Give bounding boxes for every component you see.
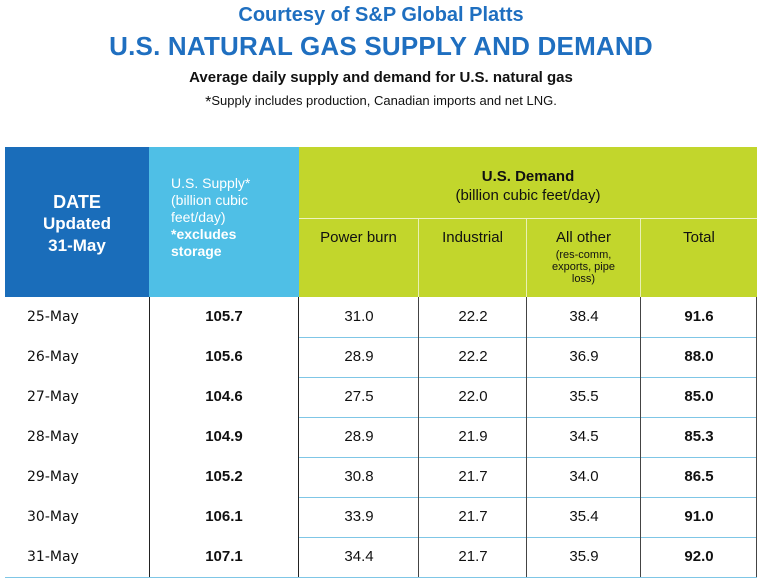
date-cell: 31-May (5, 537, 149, 577)
date-cell: 27-May (5, 377, 149, 417)
note-asterisk: * (205, 94, 212, 111)
all-other-cell: 35.5 (569, 388, 599, 405)
table-row: 30-May 106.1 33.9 21.7 35.4 91.0 (5, 497, 757, 537)
table-row: 27-May 104.6 27.5 22.0 35.5 85.0 (5, 377, 757, 417)
note-text: Supply includes production, Canadian imp… (211, 93, 557, 108)
demand-header-line2: (billion cubic feet/day) (455, 187, 601, 204)
row-divider (5, 537, 757, 538)
column-divider (756, 297, 757, 577)
industrial-cell: 22.2 (458, 348, 488, 365)
total-header: Total (641, 219, 757, 297)
power-burn-cell: 28.9 (344, 348, 374, 365)
supply-cell: 106.1 (149, 497, 299, 537)
row-divider (5, 577, 757, 578)
courtesy-line: Courtesy of S&P Global Platts (238, 4, 524, 26)
power-burn-cell: 34.4 (344, 548, 374, 565)
date-header-line3: 31-May (48, 236, 106, 255)
demand-header-line1: U.S. Demand (481, 168, 575, 185)
supply-header-line5: storage (171, 243, 222, 259)
row-divider (5, 497, 757, 498)
date-cell: 25-May (5, 297, 149, 337)
supply-header-line2: (billion cubic (171, 192, 249, 208)
power-burn-cell: 30.8 (344, 468, 374, 485)
industrial-cell: 21.7 (458, 468, 488, 485)
supply-cell: 104.6 (149, 377, 299, 417)
column-divider (418, 297, 419, 577)
power-burn-cell: 28.9 (344, 428, 374, 445)
supply-header-line4: *excludes (171, 226, 237, 242)
supply-header-line1: U.S. Supply* (171, 175, 251, 191)
column-divider (526, 297, 527, 577)
all-other-cell: 36.9 (569, 348, 599, 365)
industrial-cell: 21.9 (458, 428, 488, 445)
supply-cell: 107.1 (149, 537, 299, 577)
power-burn-cell: 33.9 (344, 508, 374, 525)
date-cell: 29-May (5, 457, 149, 497)
industrial-cell: 22.0 (458, 388, 488, 405)
power-burn-cell: 31.0 (344, 308, 374, 325)
table-row: 29-May 105.2 30.8 21.7 34.0 86.5 (5, 457, 757, 497)
row-divider (5, 337, 757, 338)
supply-note: *Supply includes production, Canadian im… (0, 93, 762, 112)
table-row: 28-May 104.9 28.9 21.9 34.5 85.3 (5, 417, 757, 457)
supply-cell: 105.7 (149, 297, 299, 337)
all-other-cell: 35.9 (569, 548, 599, 565)
all-other-header: All other (res-comm, exports, pipe loss) (527, 219, 641, 297)
all-other-cell: 38.4 (569, 308, 599, 325)
total-cell: 92.0 (684, 548, 714, 565)
power-burn-cell: 27.5 (344, 388, 374, 405)
all-other-cell: 34.0 (569, 468, 599, 485)
table-row: 26-May 105.6 28.9 22.2 36.9 88.0 (5, 337, 757, 377)
all-other-cell: 34.5 (569, 428, 599, 445)
date-cell: 30-May (5, 497, 149, 537)
total-cell: 86.5 (684, 468, 714, 485)
supply-cell: 104.9 (149, 417, 299, 457)
date-header-line2: Updated (43, 214, 111, 233)
date-cell: 26-May (5, 337, 149, 377)
all-other-cell: 35.4 (569, 508, 599, 525)
total-cell: 91.6 (684, 308, 714, 325)
row-divider (5, 417, 757, 418)
supply-column-header: U.S. Supply* (billion cubic feet/day) *e… (149, 147, 299, 297)
date-header-line1: DATE (53, 192, 101, 212)
power-burn-header: Power burn (299, 219, 419, 297)
total-cell: 85.3 (684, 428, 714, 445)
industrial-cell: 22.2 (458, 308, 488, 325)
date-cell: 28-May (5, 417, 149, 457)
row-divider (5, 377, 757, 378)
demand-group-header: U.S. Demand (billion cubic feet/day) (299, 147, 757, 219)
supply-header-line3: feet/day) (171, 209, 226, 225)
page-title: U.S. NATURAL GAS SUPPLY AND DEMAND (109, 31, 653, 61)
all-other-detail: (res-comm, exports, pipe loss) (552, 249, 615, 285)
industrial-header: Industrial (419, 219, 527, 297)
supply-cell: 105.6 (149, 337, 299, 377)
total-cell: 85.0 (684, 388, 714, 405)
industrial-cell: 21.7 (458, 548, 488, 565)
date-column-header: DATE Updated 31-May (5, 147, 149, 297)
page-subtitle: Average daily supply and demand for U.S.… (189, 69, 573, 86)
column-divider (640, 297, 641, 577)
all-other-label: All other (555, 229, 612, 246)
industrial-cell: 21.7 (458, 508, 488, 525)
total-cell: 88.0 (684, 348, 714, 365)
supply-cell: 105.2 (149, 457, 299, 497)
table-row: 25-May 105.7 31.0 22.2 38.4 91.6 (5, 297, 757, 337)
total-cell: 91.0 (684, 508, 714, 525)
table-row: 31-May 107.1 34.4 21.7 35.9 92.0 (5, 537, 757, 577)
row-divider (5, 457, 757, 458)
